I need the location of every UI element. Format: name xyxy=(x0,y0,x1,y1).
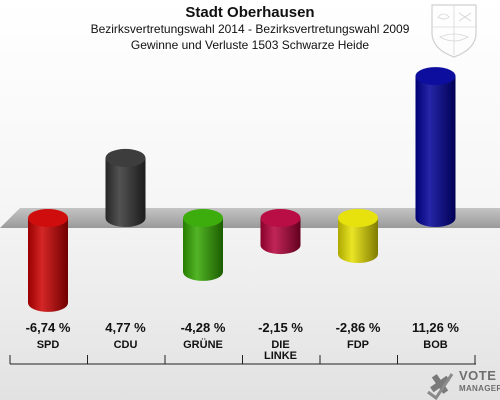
bar-top-cap xyxy=(338,209,378,227)
value-label: -2,86 % xyxy=(336,320,381,335)
value-label: -6,74 % xyxy=(26,320,71,335)
bar-top-cap xyxy=(260,209,301,227)
category-label: LINKE xyxy=(264,350,297,362)
value-label: -4,28 % xyxy=(181,320,226,335)
category-label: CDU xyxy=(114,339,138,351)
bar-body xyxy=(105,157,146,218)
value-label: 11,26 % xyxy=(412,320,459,335)
category-label: GRÜNE xyxy=(183,338,223,351)
chart-title: Stadt Oberhausen xyxy=(185,4,315,21)
bar-body xyxy=(415,76,456,219)
value-label: -2,15 % xyxy=(258,320,303,335)
bar-top-cap xyxy=(28,209,68,227)
bar-bob xyxy=(415,67,456,227)
category-label: FDP xyxy=(347,339,369,351)
bar-top-cap xyxy=(415,67,456,86)
value-label: 4,77 % xyxy=(105,320,146,335)
city-coat-of-arms xyxy=(431,4,477,58)
logo-text-vote: VOTE xyxy=(459,368,497,383)
bar-fdp xyxy=(338,209,378,264)
category-label: SPD xyxy=(37,339,60,351)
bar-cdu xyxy=(105,148,146,227)
chart-subtitle-election: Bezirksvertretungswahl 2014 - Bezirksver… xyxy=(90,22,410,36)
vote-manager-logo xyxy=(427,373,454,400)
logo-text-manager: MANAGER xyxy=(459,384,500,393)
bar-spd xyxy=(28,209,68,312)
bar-die-linke xyxy=(260,209,301,255)
bar-gr-ne xyxy=(183,209,223,281)
bar-top-cap xyxy=(183,209,223,227)
category-label: DIE xyxy=(271,339,289,351)
bar-top-cap xyxy=(105,148,146,167)
chart-subtitle-district: Gewinne und Verluste 1503 Schwarze Heide xyxy=(130,38,370,52)
category-label: BOB xyxy=(423,339,448,351)
bar-body xyxy=(28,218,68,303)
